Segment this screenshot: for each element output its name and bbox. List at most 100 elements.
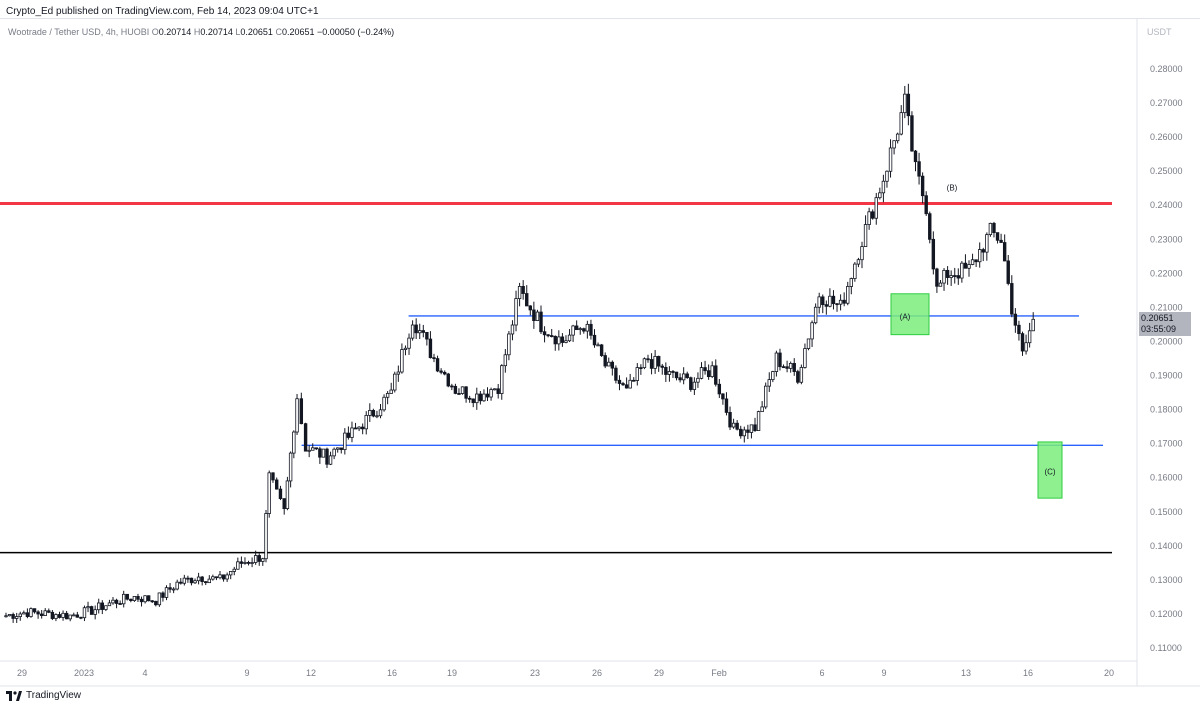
candle-body	[564, 340, 568, 343]
candle-body	[749, 424, 754, 433]
x-tick-label: 16	[1023, 668, 1033, 678]
candle-body	[721, 393, 725, 400]
candle-body	[54, 614, 58, 619]
candle-body	[660, 365, 664, 368]
y-tick-label: 0.16000	[1150, 473, 1183, 483]
footer-brand[interactable]: TradingView	[6, 690, 81, 701]
y-tick-label: 0.18000	[1150, 405, 1183, 415]
candle-body	[36, 611, 40, 615]
x-tick-label: Feb	[711, 668, 727, 678]
candle-body	[489, 389, 493, 398]
candle-body	[314, 447, 318, 450]
candle-body	[589, 323, 593, 336]
candle-body	[157, 592, 162, 606]
candle-body	[232, 568, 236, 572]
candle-body	[97, 602, 101, 611]
footer-brand-label: TradingView	[26, 690, 82, 701]
candle-body	[295, 398, 299, 433]
candle-body	[114, 599, 119, 604]
candle-body	[756, 411, 761, 431]
candle-body	[7, 614, 12, 617]
candle-body	[985, 234, 989, 253]
candle-body	[104, 605, 108, 610]
candle-body	[671, 371, 675, 373]
candle-body	[18, 613, 22, 617]
candle-body	[278, 488, 283, 499]
candle-body	[963, 262, 968, 269]
candle-body	[478, 393, 483, 402]
candle-body	[79, 616, 83, 619]
candle-body	[143, 595, 147, 603]
candle-body	[910, 115, 914, 152]
candle-body	[375, 415, 379, 418]
low-label: L	[235, 27, 241, 37]
close-value: 0.20651	[281, 27, 315, 37]
candle-body	[393, 373, 397, 391]
candle-body	[485, 393, 490, 398]
candle-body	[696, 377, 700, 383]
candle-body	[842, 299, 846, 304]
candle-body	[785, 366, 789, 369]
candle-body	[253, 555, 258, 563]
candle-body	[22, 612, 26, 615]
x-tick-label: 29	[654, 668, 664, 678]
candle-body	[43, 610, 47, 616]
candle-body	[906, 93, 911, 117]
candle-body	[150, 600, 154, 603]
candle-body	[282, 498, 286, 510]
candle-body	[699, 367, 704, 379]
candle-body	[311, 447, 315, 451]
candle-body	[560, 336, 565, 343]
candle-body	[503, 354, 508, 367]
candle-body	[849, 278, 853, 287]
candle-body	[175, 581, 179, 590]
candle-body	[68, 614, 72, 620]
x-tick-label: 12	[306, 668, 316, 678]
candle-body	[507, 333, 511, 356]
candle-body	[710, 365, 714, 378]
candle-body	[596, 344, 600, 347]
candle-body	[1010, 283, 1014, 315]
candle-body	[706, 370, 711, 378]
candle-body	[446, 373, 450, 387]
candle-body	[353, 427, 358, 430]
candle-body	[806, 338, 811, 349]
candle-body	[692, 381, 697, 390]
candle-body	[1031, 318, 1035, 332]
candle-body	[1013, 313, 1018, 326]
candle-body	[193, 580, 197, 584]
candle-body	[796, 371, 800, 383]
low-value: 0.20651	[240, 27, 273, 37]
candle-body	[32, 608, 37, 613]
candle-body	[949, 275, 953, 278]
candle-body	[118, 603, 122, 605]
candle-body	[653, 355, 657, 369]
candle-body	[607, 361, 611, 367]
candle-body	[628, 379, 632, 389]
candle-body	[196, 576, 201, 582]
candle-body	[57, 614, 62, 618]
candle-body	[136, 596, 140, 600]
candle-body	[892, 140, 896, 149]
candle-body	[385, 393, 390, 398]
candle-body	[881, 180, 886, 194]
candle-body	[988, 222, 993, 236]
candle-body	[439, 370, 443, 373]
candle-body	[810, 322, 814, 340]
candle-body	[457, 393, 461, 395]
candle-body	[86, 606, 90, 609]
candle-body	[4, 615, 8, 618]
y-tick-label: 0.13000	[1150, 575, 1183, 585]
candle-body	[250, 562, 254, 564]
publisher-line: Crypto_Ed published on TradingView.com, …	[6, 6, 319, 17]
open-label: O	[151, 27, 159, 37]
candle-body	[100, 602, 104, 610]
candle-body	[510, 324, 515, 335]
x-tick-label: 19	[447, 668, 457, 678]
chart-frame[interactable]	[0, 18, 1200, 687]
candle-body	[931, 238, 936, 270]
candle-body	[368, 409, 372, 416]
y-tick-label: 0.20000	[1150, 336, 1183, 346]
candle-body	[189, 577, 194, 584]
